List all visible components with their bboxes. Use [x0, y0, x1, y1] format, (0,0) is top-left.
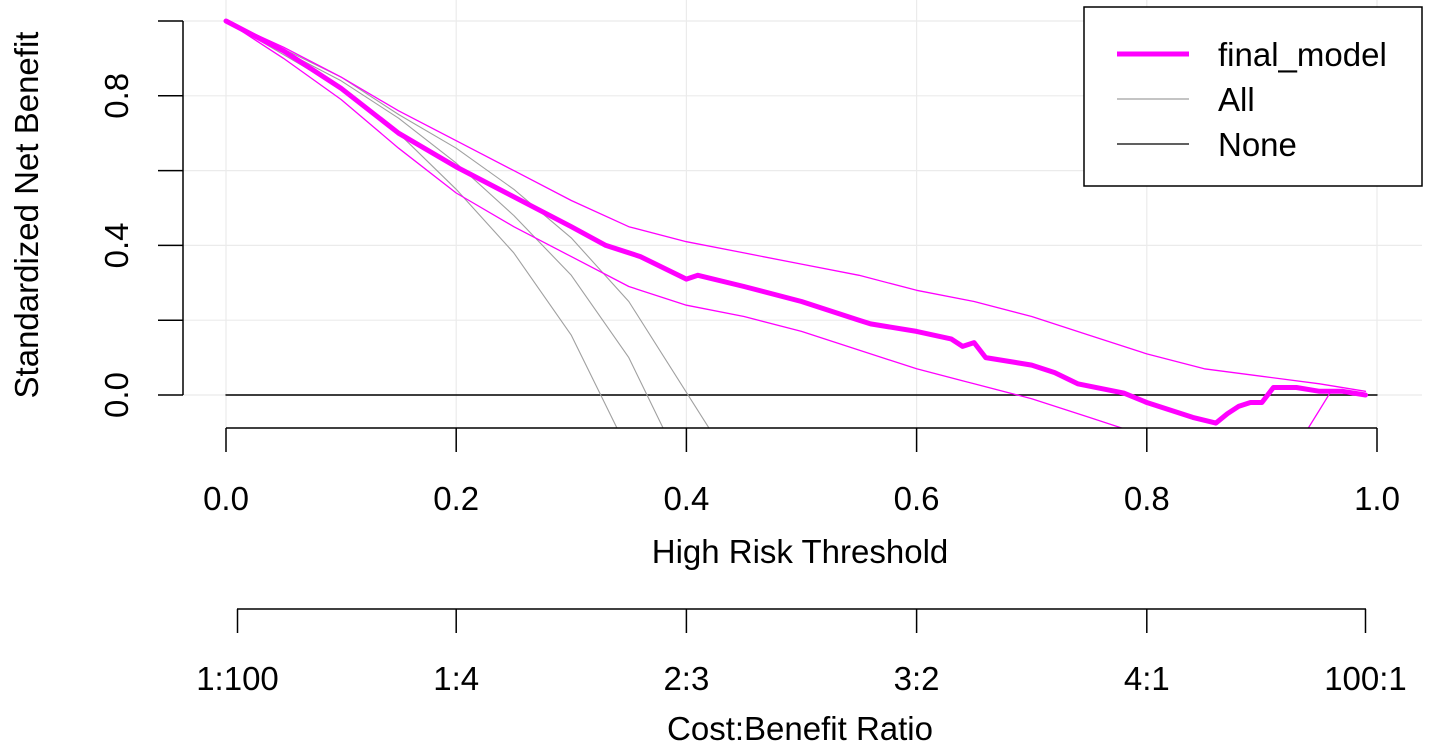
secondary-tick-label-0: 1:100 — [196, 660, 279, 697]
x-tick-label-1: 0.2 — [433, 480, 479, 517]
series-line-All-upper — [225, 20, 664, 428]
legend-label-all: All — [1218, 81, 1255, 118]
secondary-tick-label-4: 4:1 — [1124, 660, 1170, 697]
legend-label-final-model: final_model — [1218, 36, 1387, 73]
axes — [182, 21, 1377, 610]
x-tick-label-4: 0.8 — [1124, 480, 1170, 517]
y-tick-label-2: 0.8 — [98, 73, 135, 119]
y-axis-title: Standardized Net Benefit — [8, 32, 45, 399]
secondary-tick-label-3: 3:2 — [894, 660, 940, 697]
x-tick-label-2: 0.4 — [663, 480, 709, 517]
secondary-tick-label-1: 1:4 — [433, 660, 479, 697]
secondary-tick-label-2: 2:3 — [663, 660, 709, 697]
series-line-final-model — [223, 18, 1368, 426]
series-line-final-model-upper — [225, 20, 1367, 392]
series-line-All-lower — [225, 20, 710, 428]
series-line-final-model-lower-tail — [1307, 390, 1332, 428]
y-tick-label-0: 0.0 — [98, 372, 135, 418]
x-tick-label-3: 0.6 — [894, 480, 940, 517]
y-tick-label-1: 0.4 — [98, 222, 135, 268]
legend-label-none: None — [1218, 126, 1297, 163]
x-tick-label-0: 0.0 — [203, 480, 249, 517]
series-line-final-model-lower — [225, 20, 1124, 428]
series-line-All — [225, 20, 618, 428]
x-axis-title: High Risk Threshold — [652, 533, 949, 570]
x-tick-label-5: 1.0 — [1354, 480, 1400, 517]
legend: final_model All None — [1083, 6, 1423, 187]
tick-marks: 0.0 0.4 0.8 0.0 0.2 0.4 0.6 0.8 1.0 1:100 1:4 2:3 3:… — [98, 20, 1407, 697]
secondary-axis-title: Cost:Benefit Ratio — [667, 710, 933, 747]
legend-box — [1083, 6, 1423, 187]
secondary-tick-label-5: 100:1 — [1324, 660, 1407, 697]
series-lines — [223, 18, 1378, 428]
